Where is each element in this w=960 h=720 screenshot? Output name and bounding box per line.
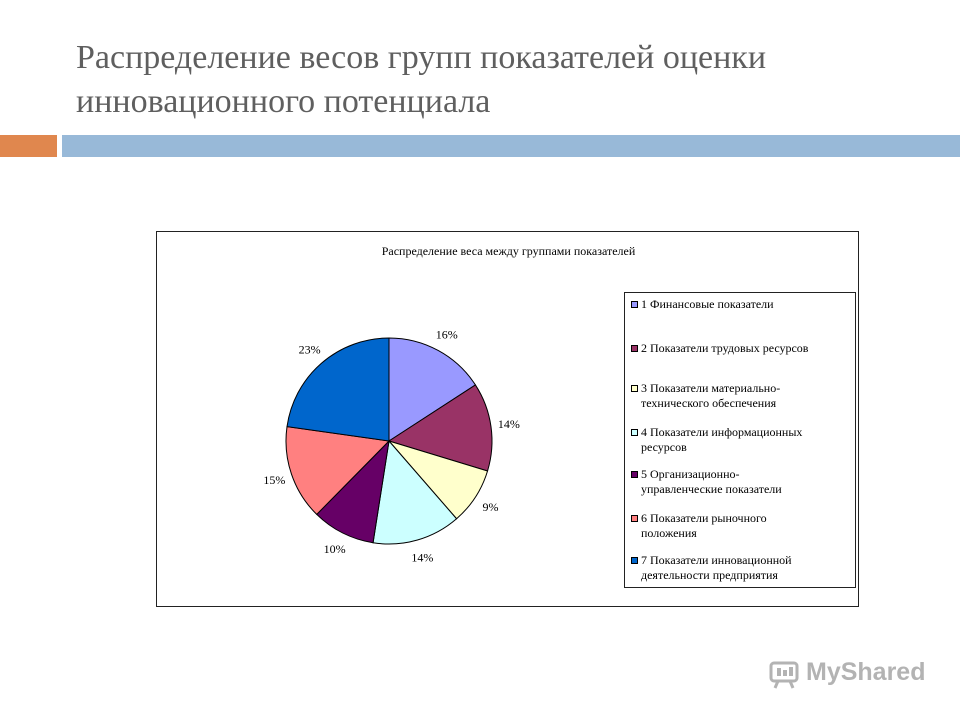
legend-item-6: 6 Показатели рыночного положения <box>629 511 855 541</box>
pie-slice-6 <box>285 426 391 516</box>
pie-label-2: 14% <box>498 417 520 431</box>
legend-text-3-1: 3 Показатели материально- <box>641 381 781 395</box>
legend-text-7-1: 7 Показатели инновационной <box>641 553 792 567</box>
pie-label-3: 9% <box>483 500 499 514</box>
pie-slice-4 <box>372 439 458 545</box>
legend-swatch-5 <box>631 471 638 478</box>
legend-text-2-1: 2 Показатели трудовых ресурсов <box>641 341 809 355</box>
pie-slice-1 <box>388 337 477 442</box>
pie-label-7: 23% <box>299 343 321 357</box>
legend-item-7: 7 Показатели инновационной деятельности п… <box>629 553 855 583</box>
myshared-logo: MyShared <box>768 656 938 692</box>
legend-swatch-6 <box>631 515 638 522</box>
legend-swatch-1 <box>631 301 638 308</box>
legend-item-3: 3 Показатели материально-технического об… <box>629 381 855 411</box>
chart-legend: 1 Финансовые показатели 2 Показатели труд… <box>624 292 856 588</box>
slide-title: Распределение весов групп показателей оц… <box>76 39 767 120</box>
myshared-logo-icon <box>769 661 799 689</box>
legend-text-5-2: управленческие показатели <box>641 482 782 496</box>
legend-text-5-1: 5 Организационно- <box>641 467 740 481</box>
pie-label-4: 14% <box>411 550 433 564</box>
chart-area: Распределение веса между группами показа… <box>156 231 859 607</box>
legend-text-4-2: ресурсов <box>641 440 687 454</box>
legend-swatch-2 <box>631 345 638 352</box>
pie-label-5: 10% <box>324 542 346 556</box>
legend-item-2: 2 Показатели трудовых ресурсов <box>629 341 855 356</box>
legend-swatch-4 <box>631 429 638 436</box>
legend-text-6-2: положения <box>641 526 697 540</box>
legend-item-5: 5 Организационно-управленческие показате… <box>629 467 855 497</box>
title-divider-bar <box>62 135 960 157</box>
pie-slice-7 <box>286 337 390 442</box>
logo-text: MyShared <box>806 658 926 686</box>
pie-slice-2 <box>387 384 493 472</box>
pie-label-1: 16% <box>436 328 458 342</box>
legend-text-4-1: 4 Показатели информационных <box>641 425 803 439</box>
pie-chart: 16% 14% 9% 14% 10% 15% 23% <box>263 328 520 565</box>
legend-text-1-1: 1 Финансовые показатели <box>641 297 774 311</box>
legend-item-4: 4 Показатели информационных ресурсов <box>629 425 855 455</box>
title-divider-accent <box>0 135 57 157</box>
chart-title: Распределение веса между группами показа… <box>381 244 636 258</box>
legend-item-1: 1 Финансовые показатели <box>629 297 855 312</box>
legend-swatch-3 <box>631 385 638 392</box>
legend-text-6-1: 6 Показатели рыночного <box>641 511 767 525</box>
legend-text-7-2: деятельности предприятия <box>641 568 778 582</box>
legend-text-3-2: технического обеспечения <box>641 396 777 410</box>
pie-label-6: 15% <box>263 473 285 487</box>
legend-swatch-7 <box>631 557 638 564</box>
